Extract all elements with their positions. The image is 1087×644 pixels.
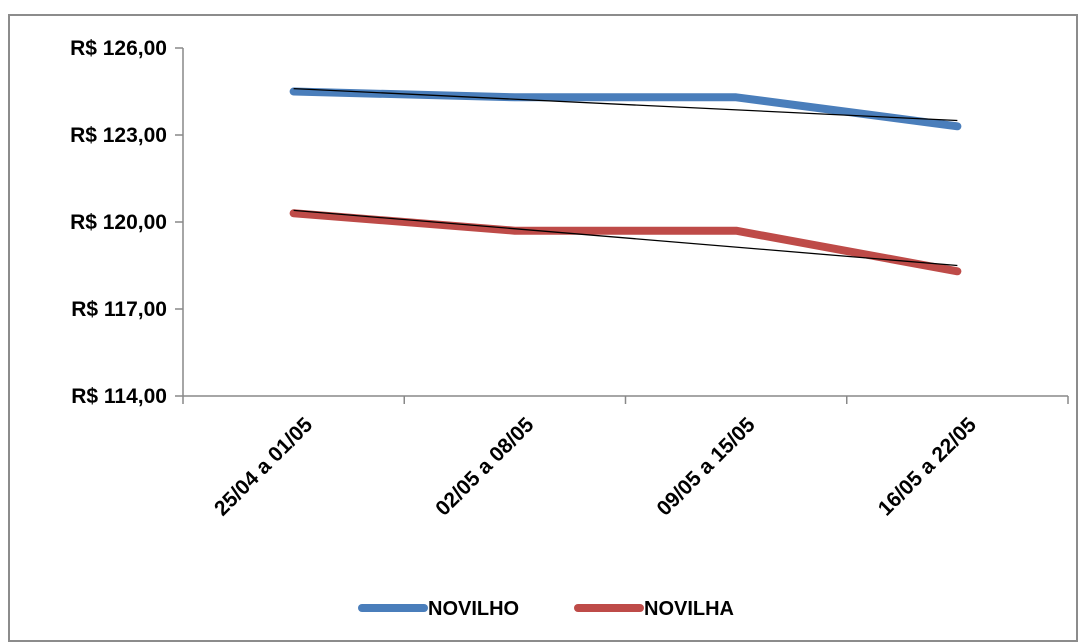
y-tick-label: R$ 117,00	[71, 298, 167, 321]
x-tick-label: 16/05 a 22/05	[874, 413, 981, 520]
legend: NOVILHO NOVILHA	[358, 598, 734, 620]
x-tick-label: 09/05 a 15/05	[653, 413, 760, 520]
y-ticks: R$ 126,00 R$ 123,00 R$ 120,00 R$ 117,00 R$ 1…	[70, 37, 183, 408]
trendline-novilho	[293, 87, 958, 122]
x-ticks: 25/04 a 01/05 02/05 a 08/05 09/05 a 15/05 1…	[182, 396, 1069, 520]
y-tick-label: R$ 126,00	[70, 37, 167, 60]
legend-label-novilho: NOVILHO	[428, 598, 519, 620]
trendline-novilha	[293, 209, 958, 267]
series-line-novilho	[289, 87, 962, 131]
series-line-novilha	[289, 209, 962, 276]
series-layer	[289, 87, 962, 276]
y-tick-label: R$ 114,00	[71, 385, 167, 408]
legend-label-novilha: NOVILHA	[644, 598, 734, 620]
x-tick-label: 25/04 a 01/05	[210, 413, 317, 520]
y-tick-label: R$ 123,00	[70, 124, 167, 147]
trendline-layer	[293, 87, 958, 267]
y-tick-label: R$ 120,00	[70, 211, 167, 234]
x-tick-label: 02/05 a 08/05	[431, 413, 538, 520]
